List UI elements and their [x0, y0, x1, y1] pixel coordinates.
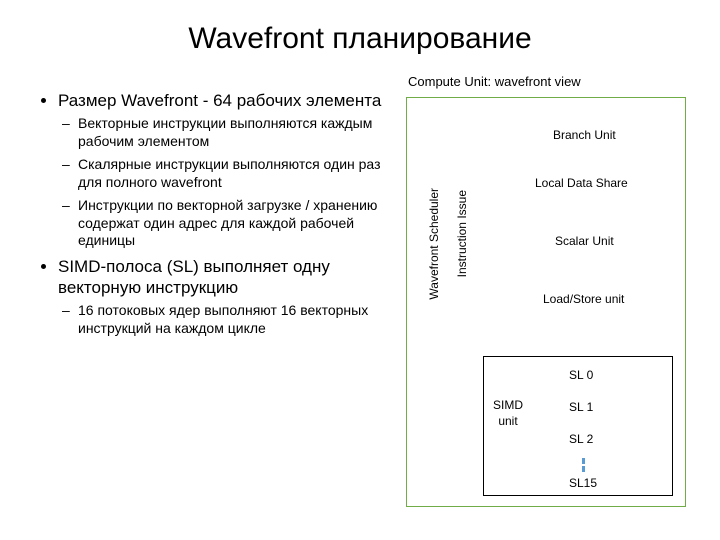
local-data-share-label: Local Data Share	[535, 176, 628, 190]
wavefront-scheduler-label: Wavefront Scheduler	[427, 188, 441, 300]
bullet-2: SIMD-полоса (SL) выполняет одну векторну…	[58, 256, 390, 338]
page-title: Wavefront планирование	[0, 0, 720, 66]
load-store-unit-label: Load/Store unit	[543, 292, 624, 306]
branch-unit-label: Branch Unit	[553, 128, 616, 142]
compute-unit-diagram: Wavefront Scheduler Instruction Issue Br…	[406, 97, 686, 507]
bullet-1-text: Размер Wavefront - 64 рабочих элемента	[58, 91, 381, 110]
ellipsis-dots	[579, 458, 587, 472]
sl-15-label: SL15	[569, 476, 597, 490]
sl-2-label: SL 2	[569, 432, 593, 446]
bullet-column: Размер Wavefront - 64 рабочих элемента В…	[40, 66, 400, 507]
dot	[582, 466, 585, 472]
diagram-title: Compute Unit: wavefront view	[408, 74, 700, 89]
dot	[582, 458, 585, 464]
bullet-2-sub-1: 16 потоковых ядер выполняют 16 векторных…	[78, 302, 390, 337]
bullet-1-sub-2: Скалярные инструкции выполняются один ра…	[78, 156, 390, 191]
bullet-1-sub-3: Инструкции по векторной загрузке / хране…	[78, 197, 390, 250]
content-area: Размер Wavefront - 64 рабочих элемента В…	[0, 66, 720, 507]
instruction-issue-label: Instruction Issue	[455, 190, 469, 277]
bullet-1-sub-1: Векторные инструкции выполняются каждым …	[78, 115, 390, 150]
bullet-2-text: SIMD-полоса (SL) выполняет одну векторну…	[58, 257, 330, 297]
bullet-1: Размер Wavefront - 64 рабочих элемента В…	[58, 90, 390, 250]
sl-0-label: SL 0	[569, 368, 593, 382]
scalar-unit-label: Scalar Unit	[555, 234, 614, 248]
diagram-column: Compute Unit: wavefront view Wavefront S…	[400, 66, 700, 507]
simd-unit-label: SIMDunit	[493, 398, 523, 429]
sl-1-label: SL 1	[569, 400, 593, 414]
